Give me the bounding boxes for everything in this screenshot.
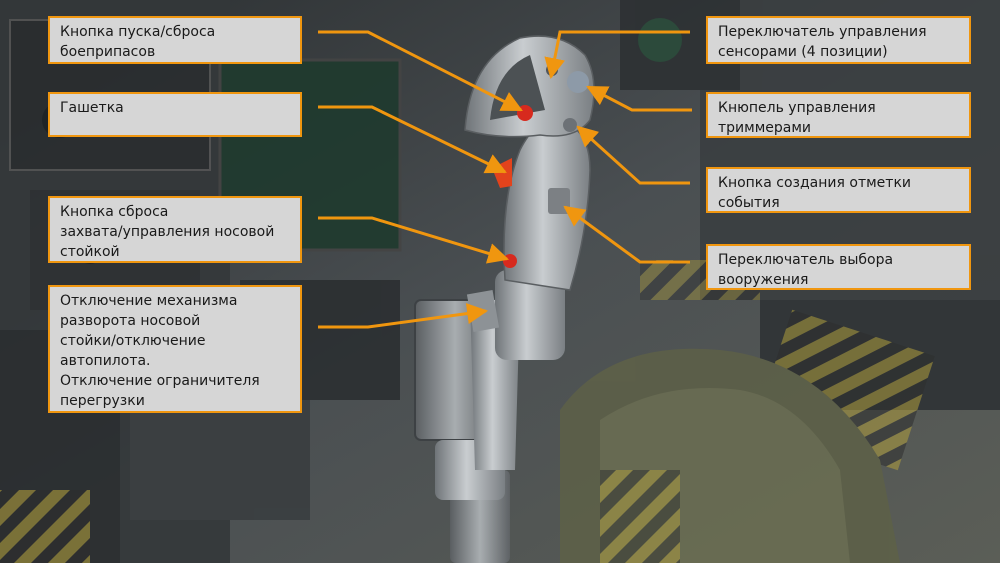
label-trim-hat: Кнюпель управления триммерами: [706, 92, 971, 138]
label-event-mark: Кнопка создания отметки события: [706, 167, 971, 213]
label-trigger: Гашетка: [48, 92, 302, 137]
control-stick-illustration: [414, 35, 595, 563]
label-weapon-select: Переключатель выбора вооружения: [706, 244, 971, 290]
label-nosewheel-button: Кнопка сброса захвата/управления носовой…: [48, 196, 302, 263]
label-paddle-switch: Отключение механизма разворота носовой с…: [48, 285, 302, 413]
label-sensor-control: Переключатель управления сенсорами (4 по…: [706, 16, 971, 64]
label-weapon-release: Кнопка пуска/сброса боеприпасов: [48, 16, 302, 64]
